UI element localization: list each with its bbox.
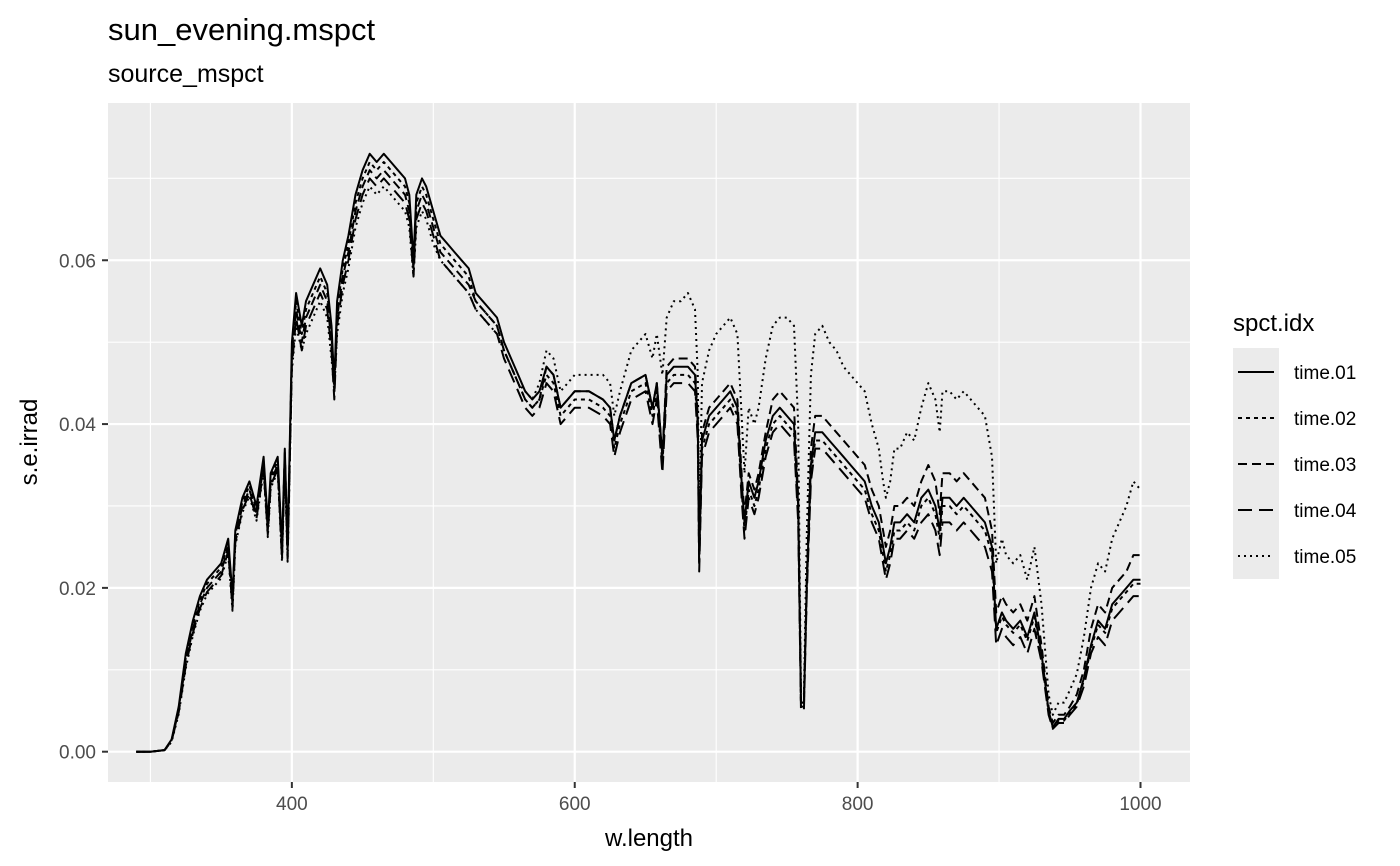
- legend-items: time.01 time.02 time.03 time.04 time.05: [1238, 363, 1357, 568]
- y-tick-label: 0.06: [59, 251, 96, 272]
- series-line-time-03: [136, 169, 1141, 753]
- legend-label: time.02: [1294, 409, 1356, 430]
- legend-label: time.01: [1294, 363, 1356, 384]
- x-tick-label: 400: [276, 794, 308, 815]
- chart-subtitle: source_mspct: [108, 60, 264, 88]
- y-axis-title: s.e.irrad: [16, 399, 43, 486]
- y-tick-label: 0.00: [59, 743, 96, 764]
- plot-panel: [108, 103, 1190, 782]
- legend-label: time.03: [1294, 455, 1356, 476]
- x-tick-label: 800: [842, 794, 874, 815]
- legend-title: spct.idx: [1233, 310, 1314, 337]
- y-tick-label: 0.02: [59, 579, 96, 600]
- series-line-time-05: [136, 185, 1142, 753]
- legend: spct.idx time.01time.02time.03time.04tim…: [1233, 310, 1357, 579]
- x-tick-label: 600: [559, 794, 591, 815]
- y-tick-label: 0.04: [59, 415, 96, 436]
- chart-title: sun_evening.mspct: [108, 12, 375, 47]
- x-axis-title: w.length: [604, 825, 693, 852]
- x-tick-label: 1000: [1119, 794, 1161, 815]
- x-axis: 400 600 800 1000: [276, 782, 1162, 815]
- major-gridlines: [108, 103, 1190, 782]
- series-line-time-02: [136, 161, 1141, 753]
- legend-label: time.05: [1294, 547, 1356, 568]
- series-layer: [136, 152, 1142, 753]
- y-axis: 0.00 0.02 0.04 0.06: [59, 251, 108, 764]
- series-line-time-04: [136, 177, 1141, 753]
- legend-label: time.04: [1294, 501, 1357, 522]
